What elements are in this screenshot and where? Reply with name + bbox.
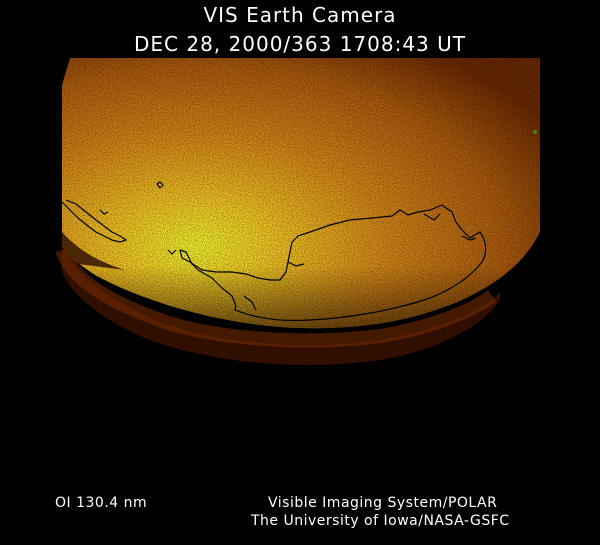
wavelength-label: OI 130.4 nm	[55, 495, 148, 511]
instrument-credit: Visible Imaging System/POLAR	[268, 495, 498, 511]
institution-credit: The University of Iowa/NASA-GSFC	[251, 513, 510, 529]
image-title: VIS Earth Camera	[203, 3, 397, 27]
timestamp-title: DEC 28, 2000/363 1708:43 UT	[134, 32, 466, 56]
